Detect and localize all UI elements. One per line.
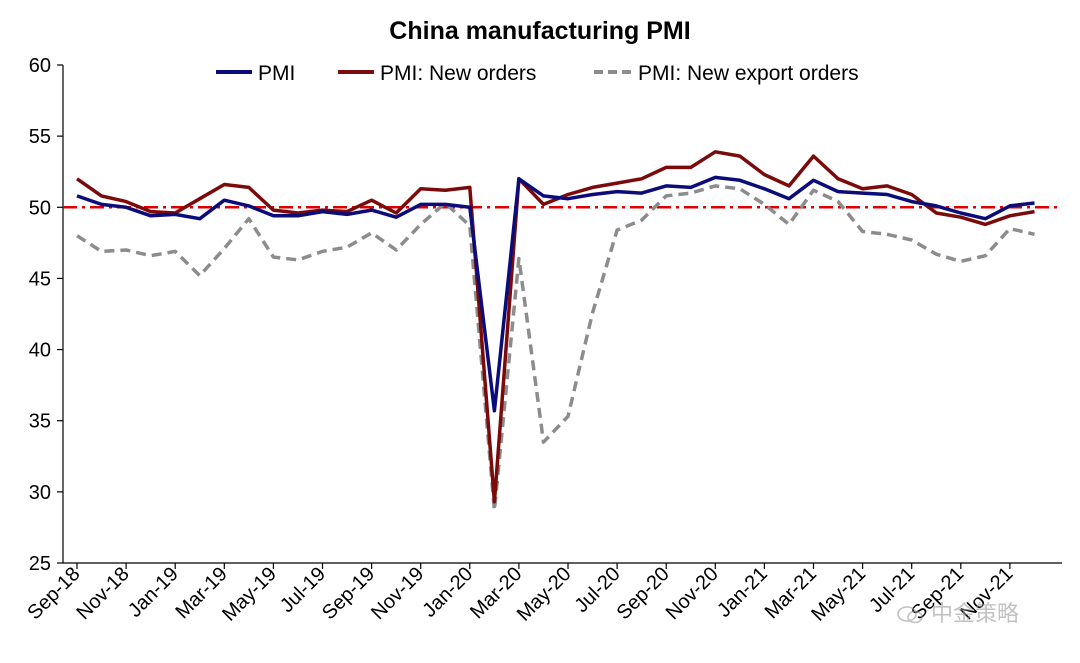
- y-tick-label: 55: [29, 126, 51, 148]
- x-tick-label: Nov-20: [662, 563, 723, 624]
- y-tick-label: 35: [29, 411, 51, 433]
- y-tick-label: 45: [29, 268, 51, 290]
- legend-label-pmi: PMI: [258, 62, 295, 85]
- series-line-new-export-orders: [76, 184, 1035, 513]
- watermark-text: 中金策略: [931, 602, 1020, 627]
- chart-title: China manufacturing PMI: [389, 17, 690, 45]
- y-tick-label: 40: [29, 340, 51, 362]
- series-line-new-orders: [75, 150, 1035, 504]
- x-tick-label: Nov-18: [72, 563, 133, 624]
- x-tick-label: Jan-20: [419, 563, 478, 622]
- x-tick-label: Jan-21: [713, 563, 772, 622]
- x-tick-label: May-19: [218, 563, 281, 626]
- x-tick-label: May-20: [513, 563, 576, 626]
- x-tick-label: Sep-20: [613, 563, 674, 624]
- x-tick-label: May-21: [807, 563, 870, 626]
- y-axis: 25 30 35 40 45 50 55 60: [29, 55, 64, 575]
- y-tick-label: 60: [29, 55, 51, 77]
- y-tick-label: 30: [29, 482, 51, 504]
- y-tick-label: 50: [29, 197, 51, 219]
- x-tick-label: Nov-19: [367, 563, 428, 624]
- legend-label-new-orders: PMI: New orders: [380, 62, 536, 85]
- y-tick-label: 25: [29, 553, 51, 575]
- x-tick-label: Sep-19: [318, 563, 379, 624]
- series-line-pmi: [76, 175, 1035, 413]
- series-group: [75, 150, 1035, 513]
- legend-label-new-export-orders: PMI: New export orders: [638, 62, 859, 85]
- watermark: 中金策略: [896, 596, 1019, 628]
- wechat-icon: [897, 606, 923, 624]
- x-tick-label: Jan-19: [124, 563, 183, 622]
- legend: PMI PMI: New orders PMI: New export orde…: [216, 62, 859, 85]
